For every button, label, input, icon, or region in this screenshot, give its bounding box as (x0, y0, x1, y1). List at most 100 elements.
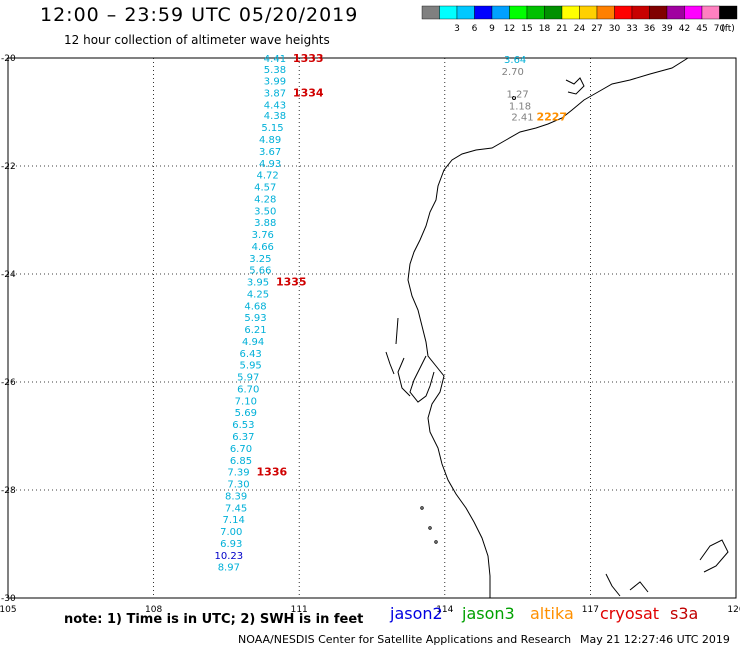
color-bin-label-5: 15 (521, 24, 532, 34)
swh-value-ne: 2.41 (511, 112, 533, 123)
islet (434, 540, 438, 544)
swh-value-main: 4.68 (244, 301, 266, 312)
lon-tick-label: 108 (145, 605, 162, 615)
color-bin-17 (719, 5, 738, 20)
color-bin-label-10: 30 (609, 24, 621, 34)
swh-value-main: 3.67 (259, 147, 281, 158)
pass-time-label: 1335 (276, 276, 307, 289)
swh-value-main: 3.99 (264, 77, 286, 88)
map-frame (7, 57, 737, 599)
swh-value-main: 4.43 (264, 100, 286, 111)
swh-value-main: 8.97 (218, 563, 240, 574)
lat-tick-label: -30 (1, 594, 16, 604)
swh-value-main: 3.88 (254, 218, 276, 229)
islet (420, 506, 424, 510)
swh-value-main: 3.76 (252, 230, 274, 241)
color-bin-label-13: 39 (661, 24, 673, 34)
bernier-island (385, 351, 395, 375)
swh-value-main: 7.14 (223, 515, 245, 526)
swh-value-main: 4.28 (254, 194, 276, 205)
dirk-hartog-island (395, 317, 399, 345)
swh-value-main: 3.87 (264, 89, 286, 100)
pass-time-label: 1334 (293, 87, 324, 100)
swh-value-main: 5.95 (240, 361, 262, 372)
swh-value-main: 5.97 (237, 373, 259, 384)
coast-fragment (629, 581, 649, 593)
swh-value-main: 4.41 (264, 54, 286, 65)
lon-tick-label: 105 (0, 605, 17, 615)
coast-fragment (605, 573, 621, 597)
swh-value-main: 5.66 (249, 266, 271, 277)
swh-value-main: 5.93 (244, 313, 266, 324)
swh-value-main: 6.43 (240, 349, 262, 360)
swh-value-main: 3.95 (247, 278, 269, 289)
swh-value-main: 4.25 (247, 289, 269, 300)
swh-value-main: 5.69 (235, 408, 257, 419)
mission-label-jason3: jason3 (462, 604, 515, 623)
swh-value-ne: 1.18 (509, 102, 531, 113)
generation-timestamp: May 21 12:27:46 UTC 2019 (580, 633, 730, 646)
lat-tick-label: -24 (1, 270, 16, 280)
swh-value-main: 5.15 (261, 123, 283, 134)
color-bin-label-2: 6 (472, 24, 478, 34)
islet (512, 96, 516, 100)
mission-label-altika: altika (530, 604, 574, 623)
lat-tick-label: -28 (1, 486, 16, 496)
swh-value-main: 4.72 (257, 171, 279, 182)
swh-value-main: 6.93 (220, 539, 242, 550)
swh-value-main: 7.45 (225, 503, 247, 514)
swh-value-main: 6.53 (232, 420, 254, 431)
swh-value-main: 7.00 (220, 527, 242, 538)
swh-value-main: 4.57 (254, 183, 276, 194)
color-scale-unit: (ft) (721, 24, 735, 34)
swh-value-ne: 2.70 (502, 67, 524, 78)
color-bin-label-11: 33 (626, 24, 637, 34)
lon-tick-label: 114 (436, 605, 453, 615)
color-scale-legend: 3 6 9 12 15 18 21 24 27 30 33 36 39 42 45 70(ft) (421, 5, 738, 34)
swh-value-main: 7.30 (227, 480, 249, 491)
peninsula-outline (397, 357, 411, 397)
swh-value-main: 6.37 (232, 432, 254, 443)
color-bin-label-9: 27 (591, 24, 602, 34)
lat-tick-label: -20 (1, 54, 16, 64)
color-bin-label-16: 70 (714, 24, 726, 34)
mission-label-jason2: jason2 (390, 604, 443, 623)
lon-tick-label: 111 (291, 605, 308, 615)
color-bin-label-4: 12 (504, 24, 515, 34)
pass-time-label: 1333 (293, 52, 324, 65)
swh-value-main: 4.38 (264, 111, 286, 122)
swh-value-main: 4.94 (242, 337, 264, 348)
color-bin-label-6: 18 (539, 24, 551, 34)
swh-value-main: 4.89 (259, 135, 281, 146)
color-bin-label-8: 24 (574, 24, 586, 34)
lon-tick-label: 117 (582, 605, 599, 615)
swh-value-main: 7.10 (235, 396, 257, 407)
swh-value-ne: 1.27 (506, 90, 528, 101)
swh-value-main: 5.38 (264, 65, 286, 76)
swh-value-main: 6.21 (244, 325, 266, 336)
island-north (565, 77, 585, 95)
color-bin-label-7: 21 (556, 24, 567, 34)
color-bin-label-3: 9 (489, 24, 495, 34)
lat-tick-label: -22 (1, 162, 16, 172)
map-subtitle: 12 hour collection of altimeter wave hei… (64, 33, 330, 47)
swh-value-main: 10.23 (215, 551, 244, 562)
shark-bay-inlet (409, 355, 435, 403)
swh-value-main: 6.85 (230, 456, 252, 467)
color-bin-label-14: 42 (679, 24, 690, 34)
swh-value-main: 7.39 (227, 468, 249, 479)
pass-time-label: 1336 (257, 466, 288, 479)
lat-tick-label: -26 (1, 378, 16, 388)
swh-value-main: 3.25 (249, 254, 271, 265)
color-bin-label-1: 3 (454, 24, 460, 34)
color-bin-label-15: 45 (696, 24, 707, 34)
mission-label-cryosat: cryosat (600, 604, 660, 623)
pass-time-label-ne: 2227 (536, 110, 567, 123)
footnote: note: 1) Time is in UTC; 2) SWH is in fe… (64, 612, 364, 627)
islet (428, 526, 432, 530)
color-bin-label-12: 36 (644, 24, 656, 34)
credit-line: NOAA/NESDIS Center for Satellite Applica… (238, 633, 572, 646)
swh-value-main: 4.66 (252, 242, 274, 253)
swh-value-ne: 3.64 (504, 55, 526, 66)
